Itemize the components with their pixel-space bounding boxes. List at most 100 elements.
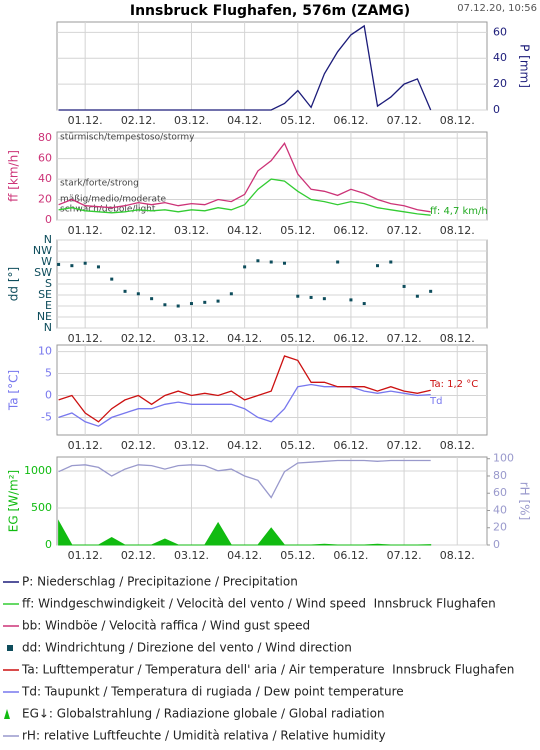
scatter-point	[429, 289, 433, 293]
panel: 01.12. 02.12. 03.12. 04.12. 05.12. 06.12. 07.1…	[7, 452, 532, 562]
x-tick-label: 02.12.	[121, 332, 156, 345]
scatter-point	[229, 292, 233, 296]
x-tick-label: 07.12.	[387, 549, 422, 562]
scatter-point	[402, 284, 406, 288]
y-tick-label: N	[44, 233, 52, 246]
y2-axis-label: P [mm]	[518, 44, 532, 88]
y2-tick-label: 0	[493, 538, 500, 551]
y-axis-label: EG [W/m²]	[7, 470, 21, 532]
y-axis-label: ff [km/h]	[7, 150, 21, 202]
y-tick-label: 10	[38, 345, 52, 358]
scatter-point	[70, 264, 74, 268]
x-tick-label: 06.12.	[333, 332, 368, 345]
y-tick-label: 5	[45, 367, 52, 380]
series-area	[58, 519, 432, 546]
y2-tick-label: 60	[493, 25, 507, 38]
y2-tick-label: 40	[493, 51, 507, 64]
scatter-point	[243, 265, 247, 269]
x-tick-label: 05.12.	[280, 549, 315, 562]
y-tick-label: 0	[45, 213, 52, 226]
x-tick-label: 06.12.	[333, 114, 368, 127]
x-tick-label: 02.12.	[121, 224, 156, 237]
panel: 01.12. 02.12. 03.12. 04.12. 05.12. 06.12. 07.1…	[56, 21, 532, 127]
series-line	[58, 355, 431, 423]
current-value-label: Td	[429, 396, 442, 407]
scatter-point	[362, 302, 366, 306]
scatter-point	[96, 265, 100, 269]
x-tick-label: 04.12.	[227, 549, 262, 562]
scatter-point	[110, 277, 114, 281]
x-tick-label: 01.12.	[68, 224, 103, 237]
zone-annotation: stürmisch/tempestoso/stormy	[60, 133, 195, 143]
scatter-point	[150, 297, 154, 301]
zone-annotation: mäßig/medio/moderate	[60, 195, 167, 205]
y2-tick-label: 20	[493, 521, 507, 534]
x-tick-label: 04.12.	[227, 439, 262, 452]
current-value-label: Ta: 1,2 °C	[429, 379, 478, 390]
series-line	[58, 24, 432, 111]
y-tick-label: W	[41, 255, 52, 268]
y-axis-label: Ta [°C]	[7, 370, 21, 411]
scatter-point	[376, 264, 380, 268]
legend-label: Ta: Lufttemperatur / Temperatura dell' a…	[21, 663, 514, 677]
y-tick-label: 20	[38, 193, 52, 206]
x-tick-label: 03.12.	[174, 224, 209, 237]
y2-tick-label: 20	[493, 77, 507, 90]
x-tick-label: 07.12.	[387, 439, 422, 452]
scatter-point	[309, 295, 313, 299]
scatter-point	[163, 303, 167, 307]
y2-tick-label: 0	[493, 103, 500, 116]
timestamp: 07.12.20, 10:56	[457, 3, 537, 14]
y2-tick-label: 60	[493, 486, 507, 499]
y-tick-label: SE	[38, 288, 52, 301]
x-tick-label: 06.12.	[333, 224, 368, 237]
y-tick-label: 0	[45, 388, 52, 401]
zone-annotation: stark/forte/strong	[60, 179, 139, 189]
x-tick-label: 06.12.	[333, 439, 368, 452]
scatter-point	[57, 262, 61, 266]
x-tick-label: 01.12.	[68, 549, 103, 562]
x-tick-label: 01.12.	[68, 439, 103, 452]
legend-label: P: Niederschlag / Precipitazione / Preci…	[22, 575, 298, 589]
x-tick-label: 08.12.	[440, 439, 475, 452]
scatter-point	[176, 304, 180, 308]
x-tick-label: 03.12.	[174, 439, 209, 452]
current-value-label: ff: 4,7 km/h	[430, 206, 488, 217]
x-tick-label: 02.12.	[121, 549, 156, 562]
panel: 01.12. 02.12. 03.12. 04.12. 05.12. 06.12. 07.1…	[7, 131, 488, 237]
chart-title: Innsbruck Flughafen, 576m (ZAMG)	[130, 3, 410, 19]
x-tick-label: 04.12.	[227, 332, 262, 345]
legend-swatch	[4, 709, 10, 719]
x-tick-label: 03.12.	[174, 549, 209, 562]
x-tick-label: 04.12.	[227, 114, 262, 127]
scatter-point	[296, 294, 300, 298]
x-tick-label: 08.12.	[440, 224, 475, 237]
scatter-point	[322, 297, 326, 301]
x-tick-label: 08.12.	[440, 549, 475, 562]
x-tick-label: 03.12.	[174, 332, 209, 345]
x-tick-label: 05.12.	[280, 114, 315, 127]
scatter-point	[256, 259, 260, 263]
y-tick-label: 80	[38, 131, 52, 144]
x-tick-label: 07.12.	[387, 332, 422, 345]
legend-label: ff: Windgeschwindigkeit / Velocità del v…	[22, 597, 496, 611]
scatter-point	[136, 292, 140, 296]
x-tick-label: 02.12.	[121, 114, 156, 127]
y-tick-label: SW	[34, 266, 52, 279]
series-line	[58, 459, 431, 499]
x-tick-label: 06.12.	[333, 549, 368, 562]
scatter-point	[83, 261, 87, 265]
zone-annotation: schwach/debole/light	[60, 205, 156, 215]
y2-axis-label: rH [%]	[518, 482, 532, 521]
y-axis-label: dd [°]	[7, 267, 21, 301]
legend-swatch	[7, 645, 13, 651]
legend-label: Td: Taupunkt / Temperatura di rugiada / …	[21, 685, 404, 699]
scatter-point	[269, 260, 273, 264]
panel: 01.12. 02.12. 03.12. 04.12. 05.12. 06.12. 07.1…	[7, 344, 488, 452]
scatter-point	[216, 299, 220, 303]
x-tick-label: 08.12.	[440, 332, 475, 345]
x-tick-label: 04.12.	[227, 224, 262, 237]
y-tick-label: E	[45, 299, 52, 312]
legend-label: bb: Windböe / Velocità raffica / Wind gu…	[22, 619, 310, 633]
series-line	[58, 383, 431, 427]
